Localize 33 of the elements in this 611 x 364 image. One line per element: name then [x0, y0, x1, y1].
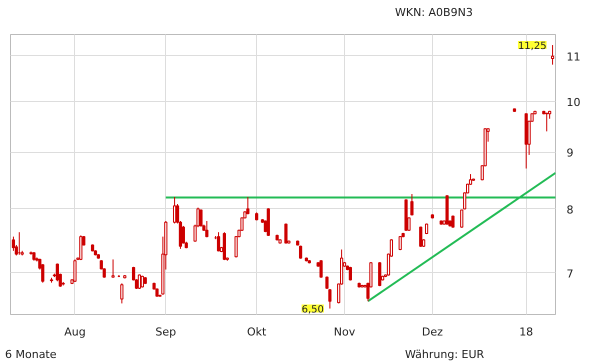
y-tick-label: 9 [566, 146, 574, 160]
x-tick-label: Nov [334, 326, 356, 338]
candlestick [12, 236, 16, 252]
candlestick [419, 226, 422, 248]
candlestick [246, 196, 250, 215]
y-tick-label: 10 [566, 96, 580, 110]
candlestick [550, 44, 554, 66]
text: 6 Monate [5, 347, 57, 363]
candlestick [319, 260, 323, 278]
candlestick [545, 112, 548, 132]
x-tick-label: Sep [155, 326, 176, 338]
candlestick [216, 232, 220, 252]
candlestick [182, 225, 185, 244]
candlestick [172, 196, 176, 224]
x-tick-label: Dez [422, 326, 444, 338]
text: WKN: A0B9N3 [395, 5, 473, 21]
y-tick-label: 11 [566, 50, 580, 64]
y-tick-label: 8 [566, 203, 574, 216]
candlestick [378, 262, 382, 287]
x-tick-label: Okt [246, 326, 267, 338]
candlestick [328, 288, 332, 310]
candlestick [205, 220, 208, 238]
candlestick [298, 245, 302, 260]
candlestick [79, 234, 82, 261]
candlestick [73, 258, 77, 282]
candlestick [120, 282, 124, 304]
candlestick [111, 258, 115, 278]
candlestick [410, 194, 414, 216]
text: Währung: EUR [405, 347, 484, 363]
y-tick-label: 7 [566, 267, 574, 280]
x-tick-label: 18 [519, 326, 534, 338]
x-tick-label: Aug [64, 326, 86, 338]
candlestick [451, 214, 455, 228]
